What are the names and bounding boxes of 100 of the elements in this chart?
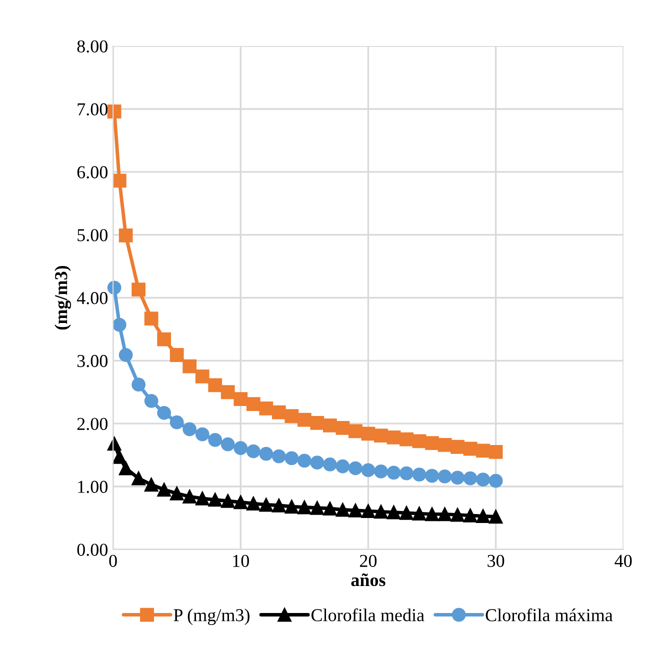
point [361,504,376,518]
x-tick-label: 40 [614,554,632,567]
point [310,500,324,515]
point [374,464,388,478]
point [107,104,122,118]
point [476,509,490,524]
point [157,332,172,346]
point [182,359,197,374]
point [336,421,350,435]
point [425,436,439,450]
point [386,430,401,444]
point [272,498,286,512]
x-tick-label: 0 [109,554,117,567]
point [234,441,248,456]
point [323,502,337,516]
point [132,471,146,486]
point [144,478,158,492]
point [463,508,478,522]
point [170,415,184,430]
point [132,282,146,297]
legend-label: P (mg/m3) [174,608,250,625]
point [412,468,426,482]
x-tick-label: 10 [233,554,249,567]
point [412,506,426,521]
y-tick-label: 6.00 [77,166,108,178]
point [182,422,197,436]
y-tick-label: 7.00 [78,103,108,116]
point [208,433,222,447]
point [348,461,362,476]
point [463,471,478,486]
point [450,470,464,485]
point [259,402,274,416]
point [476,444,490,458]
point [272,449,286,464]
point [246,444,260,458]
y-tick-label: 4.00 [76,292,108,304]
point [425,468,439,483]
point [220,385,235,400]
point [107,280,122,295]
point [144,312,158,326]
point [400,506,414,520]
legend-label: Clorofila media [311,608,424,622]
point [310,456,324,470]
point [234,392,248,406]
point [195,427,210,442]
x-tick-label: 30 [488,554,504,567]
point [361,463,376,478]
point [284,451,299,466]
point [488,474,503,488]
x-axis-title: años [351,573,386,586]
x-tick-label: 20 [360,554,377,567]
point [195,369,210,384]
point [259,446,274,461]
y-tick-label: 5.00 [78,229,108,242]
point [400,466,414,480]
legend-label: Clorofila máxima [486,608,613,622]
point [374,504,388,519]
point [386,466,401,480]
point [336,502,350,517]
point [348,424,362,438]
point [246,496,260,510]
point [374,428,388,442]
y-tick-label: 3.00 [77,354,108,368]
point [220,437,235,452]
point [284,409,299,423]
point [118,461,133,476]
point [246,397,260,412]
y-tick-label: 0.00 [77,544,108,556]
point [310,416,324,430]
point [348,503,362,518]
point [336,459,350,474]
point [476,472,490,487]
y-tick-label: 1.00 [78,480,108,494]
y-tick-label: 2.00 [77,418,108,430]
y-tick-label: 8.00 [77,40,108,53]
point [208,378,222,392]
point [386,505,401,520]
point [182,490,197,504]
point [234,495,248,510]
point [438,438,452,452]
point [284,500,299,514]
point [297,412,312,427]
point [297,454,312,468]
point [208,492,222,507]
point [118,228,133,242]
point [438,507,452,522]
point [132,378,146,392]
point [170,348,184,362]
point [144,394,158,408]
point [118,348,133,362]
point [220,494,235,508]
point [272,405,286,420]
point [323,458,337,472]
point [259,498,274,512]
point [323,418,337,432]
point [488,510,503,524]
point [488,444,503,459]
point [450,440,464,454]
point [450,508,464,522]
point [170,486,184,500]
